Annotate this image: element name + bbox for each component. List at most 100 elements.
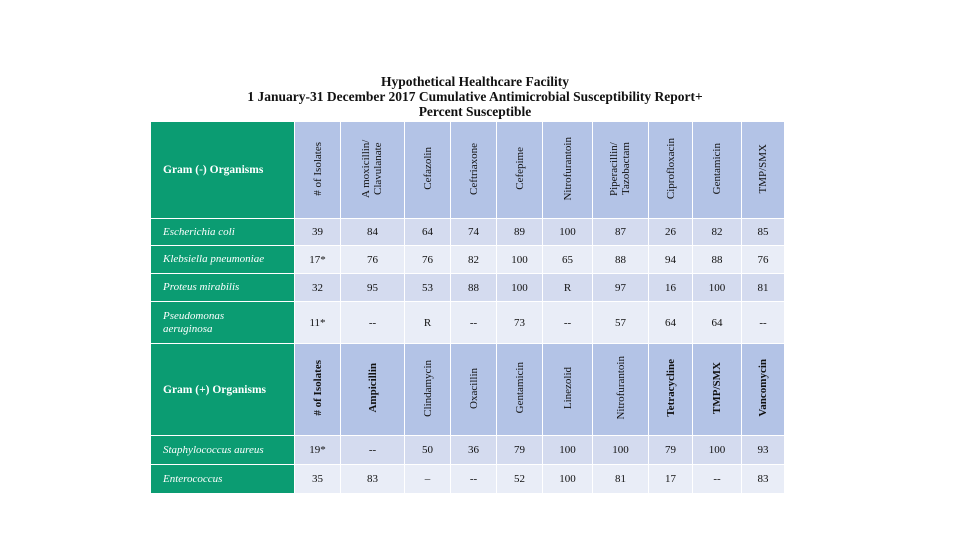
column-header: Nitrofurantoin (614, 356, 627, 420)
organism-name: Staphylococcus aureus (150, 435, 295, 465)
table-cell: 64 (648, 301, 693, 344)
column-header: A moxicillin/ Clavulanate (359, 139, 384, 198)
table-cell: 100 (496, 273, 543, 302)
table-cell: 100 (692, 435, 742, 465)
column-header: Clindamycin (421, 359, 434, 417)
column-header: Tetracycline (664, 359, 677, 417)
gram-positive-section: Gram (+) Organisms # of Isolates Ampicil… (150, 343, 785, 494)
table-cell: – (404, 464, 451, 494)
column-header: Gentamicin (513, 362, 526, 414)
report-title-block: Hypothetical Healthcare Facility 1 Janua… (150, 74, 800, 119)
column-header: TMP/SMX (711, 362, 723, 414)
table-cell: 100 (496, 245, 543, 274)
column-header: Linezolid (561, 366, 574, 410)
table-cell: 76 (741, 245, 785, 274)
gram-positive-header: Gram (+) Organisms (150, 343, 295, 436)
organism-name: Klebsiella pneumoniae (150, 245, 295, 274)
table-cell: 89 (496, 218, 543, 246)
table-cell: 81 (592, 464, 649, 494)
table-cell: 79 (648, 435, 693, 465)
table-cell: 65 (542, 245, 593, 274)
table-cell: 36 (450, 435, 497, 465)
gram-negative-header: Gram (-) Organisms (150, 121, 295, 219)
table-cell: 79 (496, 435, 543, 465)
column-header: Gentamicin (711, 142, 723, 195)
column-header: Ciprofloxacin (664, 137, 677, 200)
column-header: # of Isolates (311, 141, 324, 196)
table-row: Staphylococcus aureus 19* -- 50 36 79 10… (150, 435, 785, 465)
table-cell: 82 (692, 218, 742, 246)
table-cell: 93 (741, 435, 785, 465)
report-title-line-2: 1 January-31 December 2017 Cumulative An… (247, 89, 703, 104)
organism-name: Proteus mirabilis (150, 273, 295, 302)
table-cell: 11* (294, 301, 341, 344)
column-header: TMP/SMX (757, 143, 769, 194)
report-title-line-3: Percent Susceptible (418, 104, 532, 119)
table-cell: 19* (294, 435, 341, 465)
table-cell: 100 (692, 273, 742, 302)
table-cell: 50 (404, 435, 451, 465)
table-cell: 82 (450, 245, 497, 274)
table-cell: 100 (542, 218, 593, 246)
table-cell: 32 (294, 273, 341, 302)
table-cell: R (542, 273, 593, 302)
table-cell: 17* (294, 245, 341, 274)
table-row: Pseudomonas aeruginosa 11* -- R -- 73 --… (150, 301, 785, 344)
column-header: Piperacillin/ Tazobactam (607, 141, 632, 196)
table-cell: 26 (648, 218, 693, 246)
table-row: Klebsiella pneumoniae 17* 76 76 82 100 6… (150, 245, 785, 274)
table-cell: 100 (592, 435, 649, 465)
table-cell: -- (340, 301, 405, 344)
organism-name: Pseudomonas aeruginosa (150, 301, 295, 344)
table-cell: 95 (340, 273, 405, 302)
table-cell: 17 (648, 464, 693, 494)
table-cell: 16 (648, 273, 693, 302)
report-title-line-1: Hypothetical Healthcare Facility (381, 74, 569, 89)
table-cell: 64 (692, 301, 742, 344)
table-row: Proteus mirabilis 32 95 53 88 100 R 97 1… (150, 273, 785, 302)
table-cell: -- (741, 301, 785, 344)
table-cell: -- (340, 435, 405, 465)
column-header: Ceftriaxone (467, 142, 480, 195)
column-header: Cefazolin (421, 147, 434, 190)
table-cell: 76 (340, 245, 405, 274)
column-header: Oxacillin (467, 367, 480, 409)
table-cell: 88 (592, 245, 649, 274)
gram-negative-section: Gram (-) Organisms # of Isolates A moxic… (150, 121, 785, 344)
column-header: Vancomycin (757, 359, 769, 417)
table-cell: 100 (542, 464, 593, 494)
susceptibility-table: Gram (-) Organisms # of Isolates A moxic… (150, 121, 785, 494)
table-cell: 84 (340, 218, 405, 246)
table-cell: 100 (542, 435, 593, 465)
table-cell: 53 (404, 273, 451, 302)
column-header: Cefepime (513, 147, 526, 190)
table-cell: 52 (496, 464, 543, 494)
table-cell: 74 (450, 218, 497, 246)
table-cell: -- (450, 464, 497, 494)
table-cell: 35 (294, 464, 341, 494)
table-cell: 97 (592, 273, 649, 302)
table-row: Escherichia coli 39 84 64 74 89 100 87 2… (150, 218, 785, 246)
table-cell: 81 (741, 273, 785, 302)
table-cell: 87 (592, 218, 649, 246)
table-cell: 83 (340, 464, 405, 494)
gram-positive-header-row: Gram (+) Organisms # of Isolates Ampicil… (150, 343, 785, 436)
table-cell: 94 (648, 245, 693, 274)
table-cell: 88 (692, 245, 742, 274)
table-cell: -- (542, 301, 593, 344)
column-header: Ampicillin (366, 363, 379, 413)
table-cell: 39 (294, 218, 341, 246)
table-cell: 57 (592, 301, 649, 344)
table-row: Enterococcus 35 83 – -- 52 100 81 17 -- … (150, 464, 785, 494)
table-cell: -- (450, 301, 497, 344)
table-cell: 64 (404, 218, 451, 246)
organism-name: Escherichia coli (150, 218, 295, 246)
table-cell: R (404, 301, 451, 344)
table-cell: 76 (404, 245, 451, 274)
gram-negative-header-row: Gram (-) Organisms # of Isolates A moxic… (150, 121, 785, 219)
table-cell: 83 (741, 464, 785, 494)
table-cell: 85 (741, 218, 785, 246)
table-cell: 73 (496, 301, 543, 344)
table-cell: -- (692, 464, 742, 494)
table-cell: 88 (450, 273, 497, 302)
